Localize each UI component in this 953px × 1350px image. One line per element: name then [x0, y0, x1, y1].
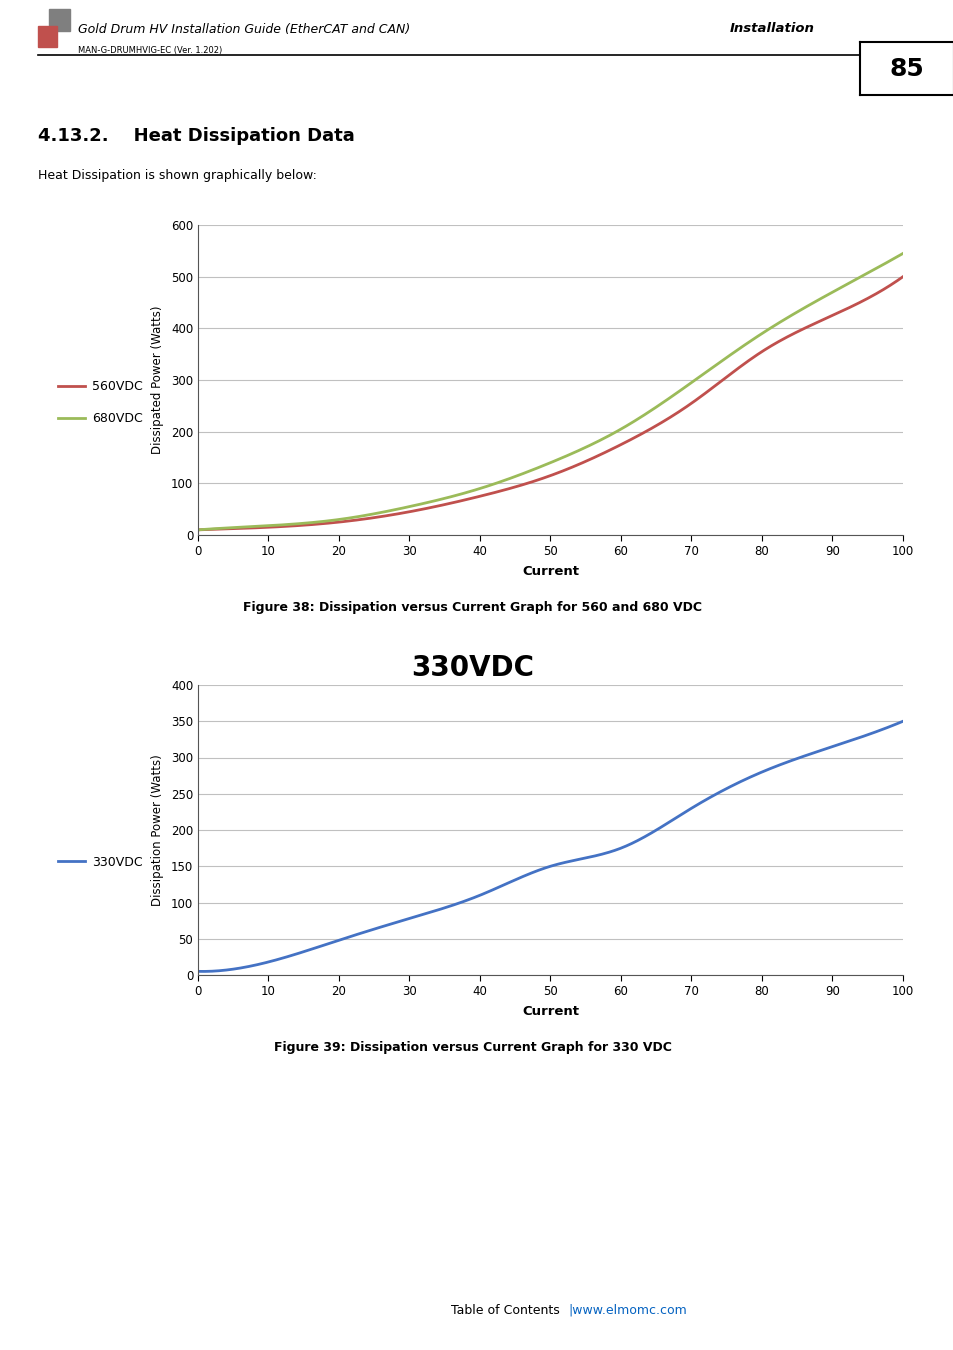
Y-axis label: Dissipated Power (Watts): Dissipated Power (Watts) [151, 305, 164, 454]
Text: Heat Dissipation is shown graphically below:: Heat Dissipation is shown graphically be… [38, 170, 316, 182]
Text: Gold Drum HV Installation Guide (EtherCAT and CAN): Gold Drum HV Installation Guide (EtherCA… [78, 23, 410, 35]
Text: Table of Contents: Table of Contents [451, 1304, 559, 1316]
Text: 85: 85 [889, 57, 923, 81]
Bar [50, 9, 70, 31]
Text: 330VDC: 330VDC [411, 653, 534, 682]
Legend: 330VDC: 330VDC [53, 850, 147, 873]
Text: 4.13.2.    Heat Dissipation Data: 4.13.2. Heat Dissipation Data [38, 127, 355, 144]
Text: Figure 38: Dissipation versus Current Graph for 560 and 680 VDC: Figure 38: Dissipation versus Current Gr… [243, 602, 701, 614]
Text: MAN-G-DRUMHVIG-EC (Ver. 1.202): MAN-G-DRUMHVIG-EC (Ver. 1.202) [78, 46, 222, 54]
Text: Figure 39: Dissipation versus Current Graph for 330 VDC: Figure 39: Dissipation versus Current Gr… [274, 1041, 671, 1054]
Text: |www.elmomc.com: |www.elmomc.com [568, 1304, 687, 1316]
Bar [38, 26, 57, 47]
Y-axis label: Dissipation Power (Watts): Dissipation Power (Watts) [151, 755, 164, 906]
Text: Installation: Installation [729, 23, 814, 35]
X-axis label: Current: Current [521, 566, 578, 578]
Legend: 560VDC, 680VDC: 560VDC, 680VDC [53, 375, 148, 431]
X-axis label: Current: Current [521, 1006, 578, 1018]
